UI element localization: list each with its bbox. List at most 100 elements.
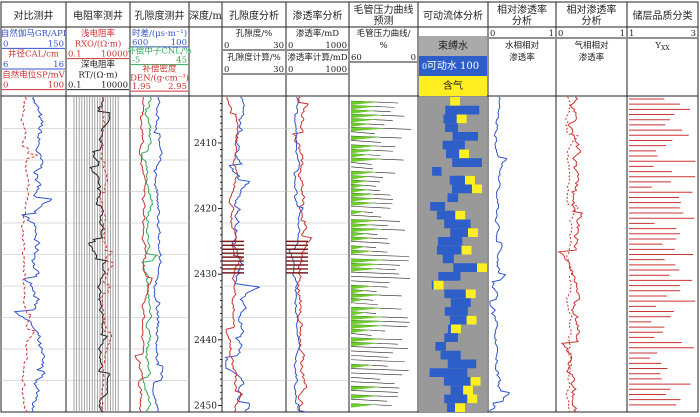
track-title: 储层品质分类 <box>633 9 693 22</box>
ac-curve <box>152 96 164 413</box>
legend-bound-water-swatch <box>419 36 487 56</box>
header-label: 自然电位SP/mV <box>2 69 65 80</box>
capillary-fill <box>351 193 375 198</box>
header-scale-right: 1 <box>549 29 554 39</box>
header-scale-right: 10000 <box>101 50 128 60</box>
movable-water-fill <box>440 350 461 360</box>
gas-fill <box>450 97 461 106</box>
movable-water-fill <box>449 315 477 325</box>
header-label: RT/(Ω·m) <box>78 69 117 80</box>
gas-fill <box>450 324 461 334</box>
capillary-curve <box>350 350 394 354</box>
capillary-fill <box>351 118 377 123</box>
capillary-fill <box>351 210 365 215</box>
depth-tick-label: 2430 <box>194 270 217 280</box>
header-scale-right: 30 <box>273 41 284 51</box>
gr-curve <box>13 96 53 413</box>
header-scale-left: 0.1 <box>68 50 82 60</box>
capillary-curve <box>350 140 381 143</box>
capillary-fill <box>351 184 367 189</box>
movable-water-fill <box>444 307 468 316</box>
gas-fill <box>466 315 477 325</box>
movable-water-fill <box>442 254 454 264</box>
movable-water-fill <box>443 114 467 124</box>
capillary-fill <box>351 320 387 325</box>
header-label: 渗透率 <box>579 52 605 63</box>
capillary-curve <box>350 381 395 384</box>
capillary-fill <box>351 136 382 141</box>
gas-fill <box>463 385 474 395</box>
depth-tick-label: 2450 <box>194 401 217 411</box>
capillary-curve <box>350 271 400 275</box>
header-label: 补偿密度 <box>142 63 177 74</box>
header-label: 渗透率/mD <box>296 28 339 39</box>
legend-movable-water-label: 可动水 100 <box>427 60 479 72</box>
rt-curve <box>88 96 111 413</box>
capillary-curve <box>350 377 381 380</box>
gas-fill <box>456 114 467 124</box>
capillary-fill <box>351 127 387 132</box>
permeability-calc-curve <box>288 96 307 413</box>
movable-water-fill <box>437 237 463 246</box>
header-label: 时差/(μs·m⁻¹) <box>132 28 187 39</box>
header-label: 孔隙度/% <box>236 28 272 39</box>
header-scale-right: 45 <box>176 56 187 66</box>
gas-fill <box>467 228 478 237</box>
movable-water-fill <box>450 298 471 307</box>
header-label: 浅电阻率 <box>81 28 116 39</box>
water-relperm-curve <box>489 96 511 412</box>
header-scale-left: 0 <box>224 41 229 51</box>
header-scale-left: -5 <box>132 56 140 66</box>
capillary-fill <box>351 329 372 334</box>
gas-fill <box>467 394 478 404</box>
capillary-fill <box>351 197 377 202</box>
gas-fill <box>471 184 482 194</box>
capillary-fill <box>351 364 373 369</box>
track-title: 预测 <box>374 14 394 27</box>
capillary-curve <box>350 355 389 358</box>
capillary-curve <box>350 346 408 349</box>
movable-water-fill <box>447 359 477 369</box>
movable-water-fill <box>436 245 472 255</box>
movable-water-fill <box>429 368 468 377</box>
track-title: 孔隙度分析 <box>229 9 279 22</box>
capillary-fill <box>351 201 376 206</box>
cnl-curve <box>140 96 159 413</box>
track-title: 分析 <box>512 14 532 27</box>
depth-tick-label: 2440 <box>194 336 217 346</box>
capillary-fill <box>351 337 382 342</box>
capillary-fill <box>351 267 378 272</box>
track-title: 电阻率测井 <box>73 9 123 22</box>
capillary-fill <box>351 114 383 119</box>
capillary-curve <box>350 241 390 244</box>
capillary-fill <box>351 219 381 224</box>
track-title: 可动流体分析 <box>423 9 483 22</box>
capillary-fill <box>351 315 386 320</box>
header-scale-left: 0 <box>3 81 8 91</box>
track-title: 孔隙度测井 <box>135 9 185 22</box>
gas-fill <box>459 149 470 159</box>
header-label: 渗透率计算/mD <box>287 52 347 63</box>
capillary-fill <box>351 236 373 241</box>
capillary-fill <box>351 175 371 180</box>
gas-fill <box>433 280 444 290</box>
movable-water-fill <box>435 342 446 351</box>
header-scale-right: 2.95 <box>168 82 187 92</box>
header-scale-left: 1.95 <box>132 82 151 92</box>
permeability-curve <box>291 96 313 413</box>
track-title: 分析 <box>582 14 602 27</box>
movable-water-fill <box>445 105 480 115</box>
legend-movable-water-swatch <box>419 56 487 76</box>
capillary-curve <box>350 254 410 257</box>
header-label: 井径CAL/cm <box>8 49 59 60</box>
den-curve <box>134 96 153 413</box>
movable-water-fill <box>450 228 478 237</box>
legend-gas-label: 含气 <box>443 79 463 92</box>
capillary-fill <box>351 293 382 298</box>
legend-scale-left: 0 <box>422 62 427 71</box>
header-scale-right: 100 <box>48 81 64 91</box>
header-label: 毛管压力曲线/ <box>357 28 411 39</box>
gas-fill <box>464 175 475 185</box>
